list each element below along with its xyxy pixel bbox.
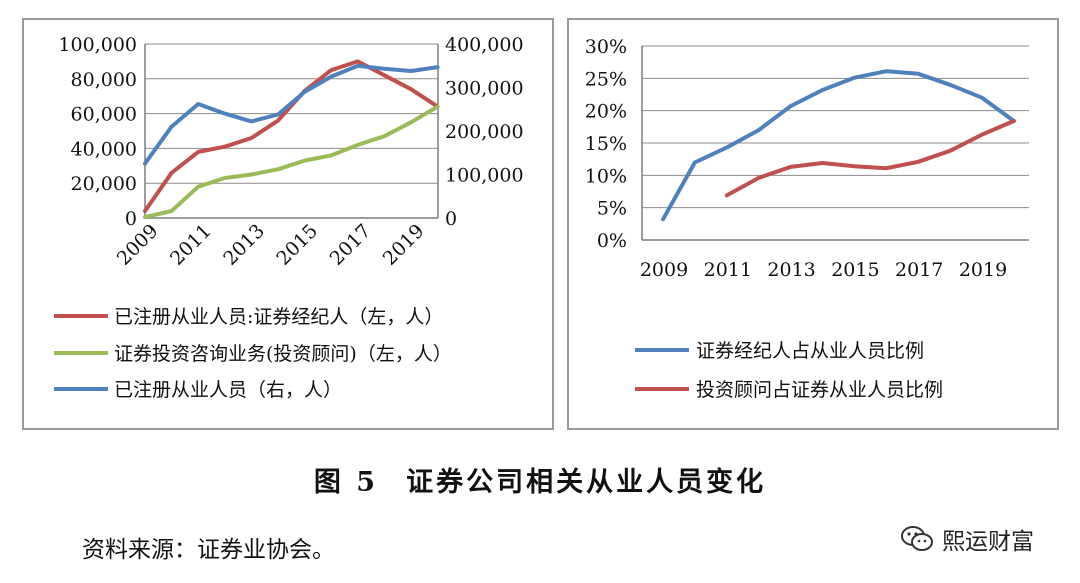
y-right-tick-label: 300,000	[445, 78, 524, 100]
x-tick-label: 2009	[640, 259, 688, 281]
figure-number: 图 5	[313, 467, 379, 498]
x-tick-label: 2017	[326, 220, 376, 270]
x-tick-label: 2011	[166, 220, 216, 270]
legend-label: 证券经纪人占从业人员比例	[696, 340, 924, 362]
y-tick-label: 0%	[597, 230, 627, 252]
y-left-tick-label: 20,000	[71, 173, 137, 195]
right-chart: 0% 5% 10% 15% 20% 25% 30% 2009 2011 2013 2015 2017 2…	[585, 36, 1029, 401]
y-tick-label: 5%	[597, 198, 627, 220]
x-tick-label: 2015	[272, 220, 322, 270]
y-tick-label: 15%	[585, 133, 627, 155]
series-line	[143, 63, 440, 166]
left-chart: 0 20,000 40,000 60,000 80,000 100,000 0 100,000…	[54, 34, 524, 401]
figure-title: 图 5 证券公司相关从业人员变化	[0, 460, 1080, 499]
y-left-tick-label: 100,000	[58, 34, 137, 56]
x-tick-label: 2019	[379, 220, 429, 270]
y-left-tick-label: 0	[125, 208, 137, 230]
y-tick-label: 25%	[585, 68, 627, 90]
y-left-tick-label: 40,000	[71, 138, 137, 160]
watermark-text: 熙运财富	[942, 529, 1034, 555]
x-tick-label: 2019	[959, 259, 1007, 281]
right-chart-panel: 0% 5% 10% 15% 20% 25% 30% 2009 2011 2013 2015 2017 2…	[567, 18, 1059, 430]
source-note: 资料来源：证券业协会。	[82, 537, 335, 563]
x-tick-label: 2017	[895, 259, 943, 281]
y-right-tick-label: 400,000	[445, 34, 524, 56]
x-tick-label: 2011	[704, 259, 752, 281]
y-tick-label: 20%	[585, 101, 627, 123]
y-left-tick-label: 60,000	[71, 104, 137, 126]
legend-label: 投资顾问占证券从业人员比例	[696, 379, 943, 401]
series-line	[143, 59, 440, 213]
x-tick-label: 2013	[767, 259, 815, 281]
x-tick-label: 2015	[831, 259, 879, 281]
series-line	[143, 104, 440, 220]
legend-label: 已注册从业人员:证券经纪人（左，人）	[114, 306, 443, 328]
left-chart-panel: 0 20,000 40,000 60,000 80,000 100,000 0 100,000…	[22, 18, 554, 430]
y-tick-label: 10%	[585, 165, 627, 187]
y-tick-label: 30%	[585, 36, 627, 58]
wechat-icon	[901, 526, 933, 551]
series-line	[661, 69, 1016, 222]
y-right-tick-label: 200,000	[445, 121, 524, 143]
legend-label: 证券投资咨询业务(投资顾问)（左，人）	[114, 343, 452, 365]
x-tick-label: 2009	[113, 220, 163, 270]
x-tick-label: 2013	[219, 220, 269, 270]
figure-caption: 证券公司相关从业人员变化	[406, 467, 767, 498]
y-right-tick-label: 100,000	[445, 165, 524, 187]
series-line	[724, 119, 1016, 198]
watermark: 熙运财富	[900, 522, 1034, 556]
y-left-tick-label: 80,000	[71, 69, 137, 91]
y-right-tick-label: 0	[445, 208, 457, 230]
legend-label: 已注册从业人员（右，人）	[114, 379, 342, 401]
